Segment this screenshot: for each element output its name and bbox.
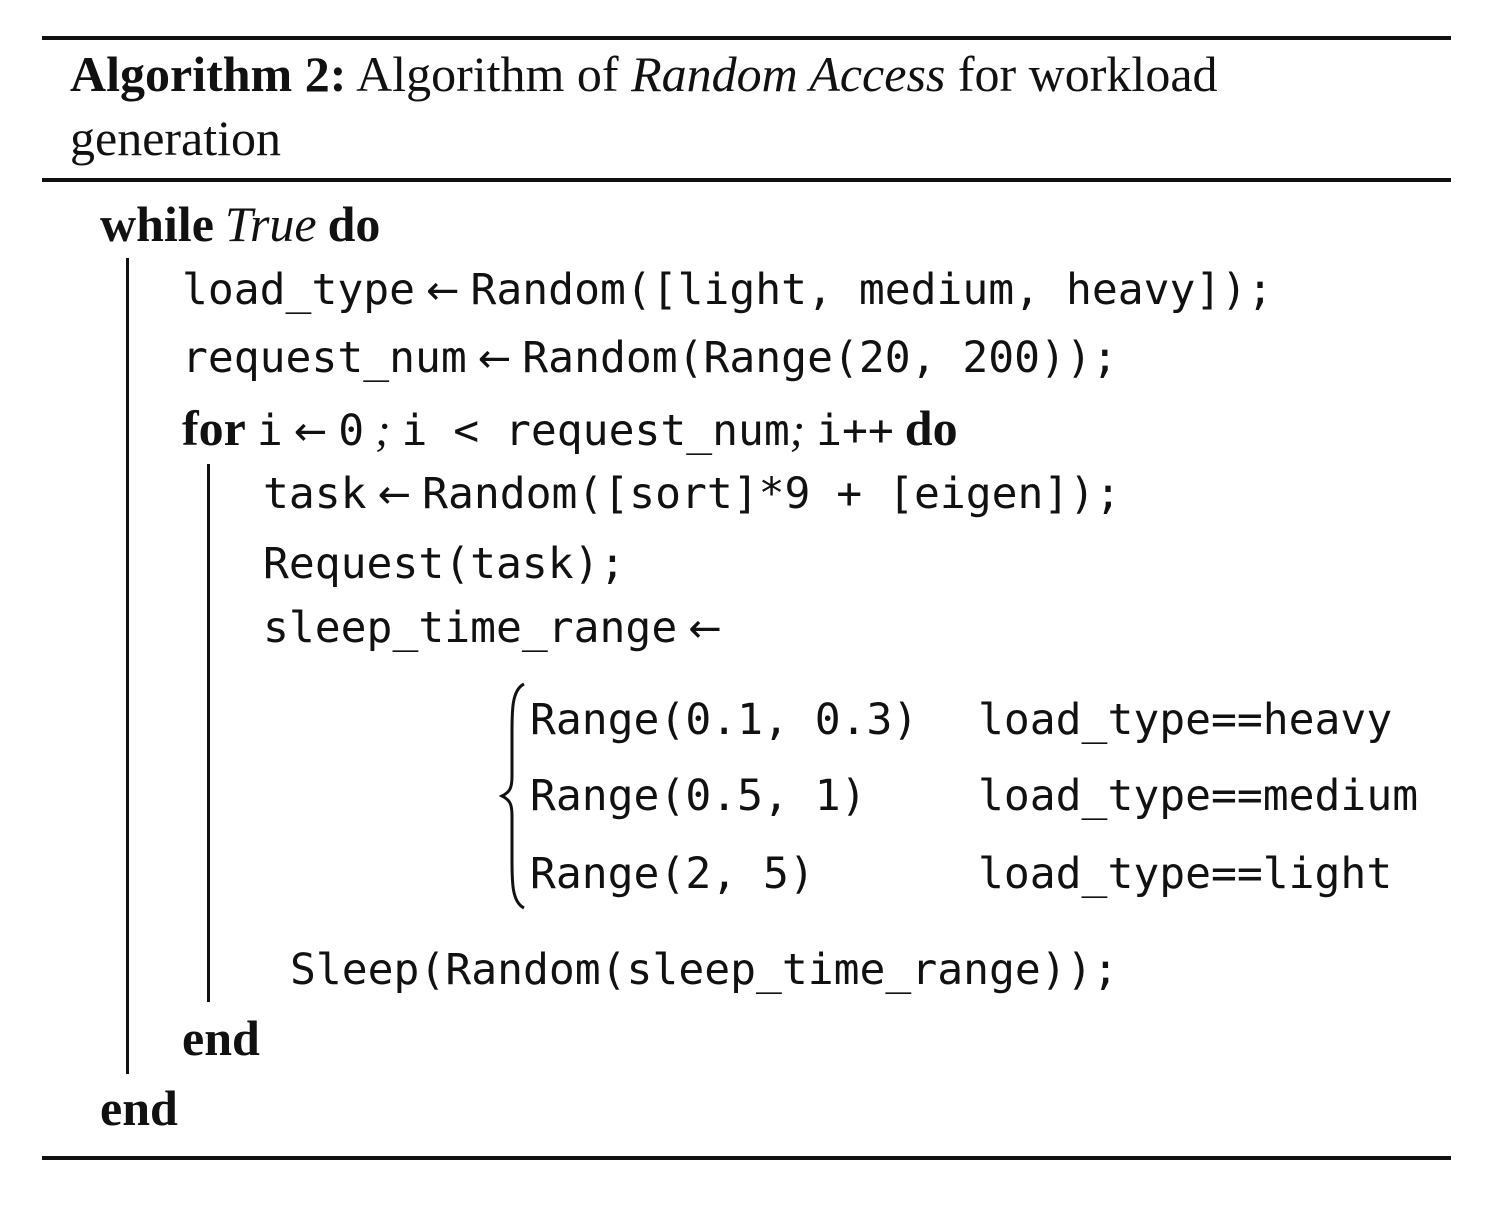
for-init-var: i <box>256 406 283 456</box>
assign-arrow: ← <box>426 268 460 314</box>
end-for-line: end <box>182 1010 260 1069</box>
caption-text-before: Algorithm of <box>356 46 619 102</box>
end-while-line: end <box>100 1080 178 1139</box>
keyword-for: for <box>182 400 246 456</box>
algorithm-caption: Algorithm 2: Algorithm of Random Access … <box>70 42 1440 170</box>
cases-brace <box>498 682 525 910</box>
keyword-true: True <box>224 196 317 252</box>
load-type-line: load_type ← Random([light, medium, heavy… <box>182 262 1273 319</box>
while-line: while True do <box>100 196 380 255</box>
load-type-var: load_type <box>182 265 415 315</box>
case-condition-medium: load_type==medium <box>978 768 1418 824</box>
keyword-end-for: end <box>182 1010 260 1066</box>
case-row-light: Range(2, 5) <box>530 846 815 902</box>
sleep-range-line: sleep_time_range ← <box>263 600 722 657</box>
case-value: Range(0.1, 0.3) <box>530 695 919 745</box>
while-body-bar <box>126 258 129 1074</box>
case-row-medium: Range(0.5, 1) <box>530 768 867 824</box>
request-num-line: request_num ← Random(Range(20, 200)); <box>182 330 1118 387</box>
middle-rule <box>42 178 1451 182</box>
request-num-expr: Random(Range(20, 200)); <box>522 333 1118 383</box>
assign-arrow: ← <box>477 336 512 382</box>
algorithm-label: Algorithm 2: <box>70 46 347 102</box>
case-condition: load_type==heavy <box>978 695 1393 745</box>
assign-arrow: ← <box>377 472 412 518</box>
bottom-rule <box>42 1156 1451 1160</box>
case-value: Range(2, 5) <box>530 849 815 899</box>
sleep-range-var: sleep_time_range <box>263 603 678 653</box>
load-type-expr: Random([light, medium, heavy]); <box>470 265 1274 315</box>
sleep-call: Sleep(Random(sleep_time_range)); <box>290 945 1119 995</box>
case-condition-heavy: load_type==heavy <box>978 692 1392 748</box>
task-line: task ← Random([sort]*9 + [eigen]); <box>263 466 1121 523</box>
for-init-val: 0 <box>338 406 365 456</box>
task-var: task <box>263 469 367 519</box>
keyword-while: while <box>100 196 214 252</box>
for-condition: i < request_num <box>401 406 790 456</box>
keyword-do: do <box>904 400 958 456</box>
sleep-call-line: Sleep(Random(sleep_time_range)); <box>290 942 1118 998</box>
caption-line-2: generation <box>70 110 282 166</box>
for-line: for i ← 0 ; i < request_num; i++ do <box>182 400 958 460</box>
assign-arrow: ← <box>688 606 722 652</box>
case-value: Range(0.5, 1) <box>530 771 867 821</box>
case-condition-light: load_type==light <box>978 846 1392 902</box>
keyword-do: do <box>327 196 381 252</box>
caption-italic-name: Random Access <box>631 46 946 102</box>
case-condition: load_type==medium <box>978 771 1419 821</box>
request-call-line: Request(task); <box>263 536 625 592</box>
for-body-bar <box>207 464 210 1002</box>
assign-arrow: ← <box>293 409 328 455</box>
request-num-var: request_num <box>182 333 467 383</box>
for-separator-1: ; <box>375 404 391 455</box>
task-expr: Random([sort]*9 + [eigen]); <box>422 469 1122 519</box>
keyword-end-while: end <box>100 1080 178 1136</box>
case-condition: load_type==light <box>978 849 1393 899</box>
case-row-heavy: Range(0.1, 0.3) <box>530 692 918 748</box>
for-separator-2: ; <box>789 404 806 455</box>
caption-text-after: for workload <box>957 46 1218 102</box>
for-increment: i++ <box>816 406 894 456</box>
top-rule <box>42 36 1451 40</box>
request-call: Request(task); <box>263 539 626 589</box>
